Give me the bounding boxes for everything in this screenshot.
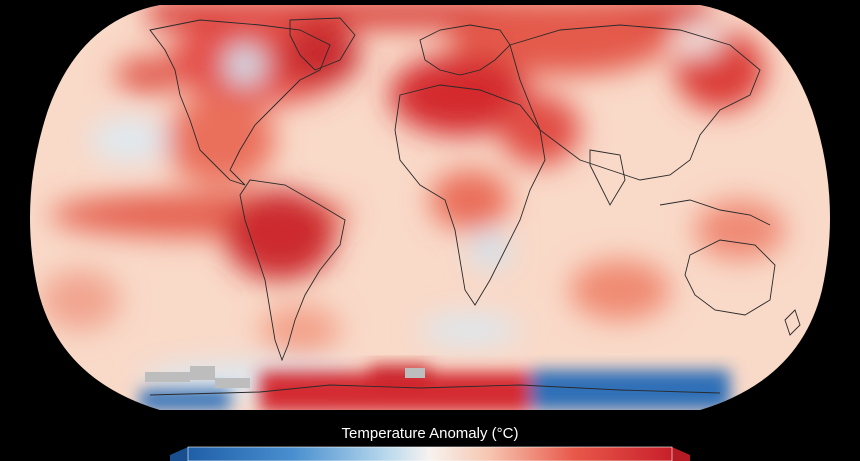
colorbar-left-arrow — [170, 447, 188, 461]
legend-title: Temperature Anomaly (°C) — [341, 425, 519, 442]
no-data-patches — [145, 366, 425, 388]
colorbar-gradient — [188, 447, 672, 461]
anomaly-colorbar — [170, 446, 690, 461]
coastlines — [149, 17, 801, 396]
world-anomaly-map — [30, 5, 830, 410]
antarctic-band — [140, 365, 730, 410]
colorbar-right-arrow — [672, 447, 690, 461]
anomaly-field — [40, 5, 785, 398]
